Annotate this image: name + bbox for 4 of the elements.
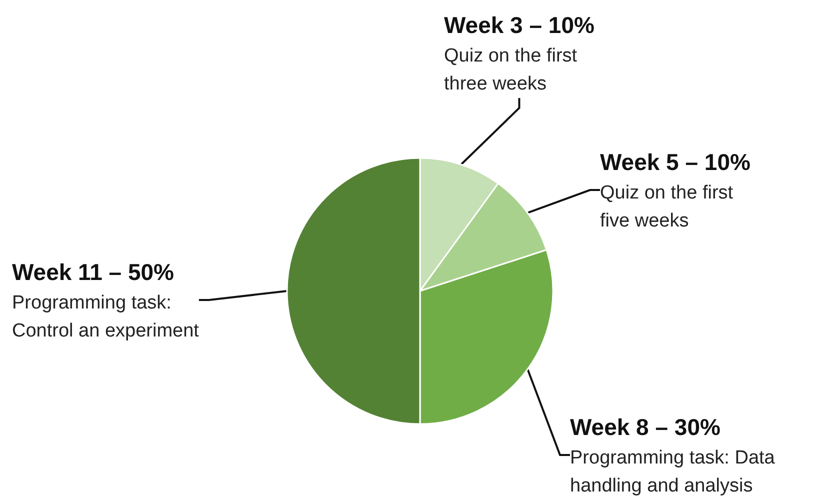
slice-label: Week 8 – 30% Programming task: Data handling and analysis xyxy=(570,414,776,496)
slice-label: Week 5 – 10% Quiz on the first five weeks xyxy=(600,149,750,232)
slice-label: Week 11 – 50% Programming task: Control an experiment xyxy=(12,259,200,342)
slice-label: Week 3 – 10% Quiz on the first three weeks xyxy=(444,12,594,94)
